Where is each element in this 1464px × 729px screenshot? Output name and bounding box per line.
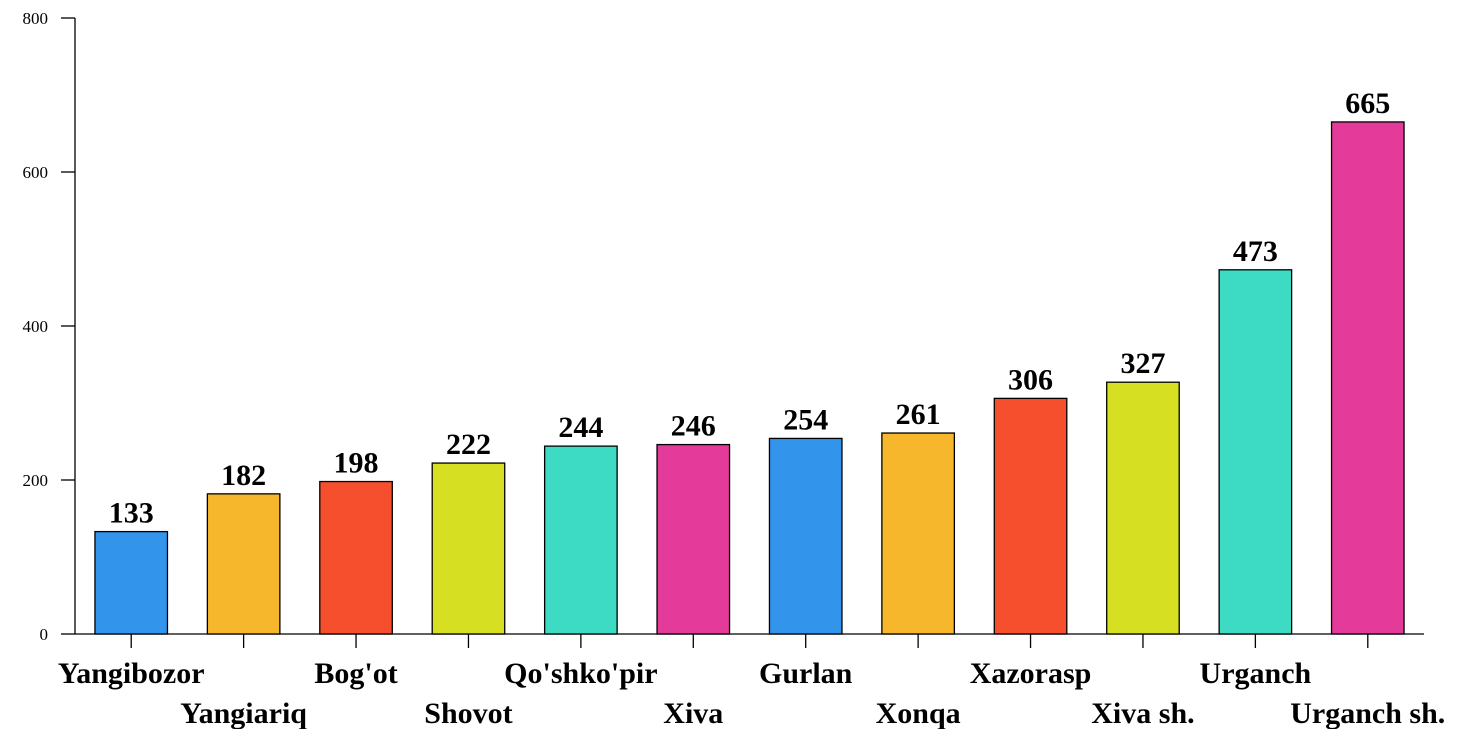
bar-value-label: 327 — [1120, 347, 1165, 380]
bar — [1218, 269, 1293, 635]
x-tick-label: Yangibozor — [58, 657, 205, 690]
bar — [543, 445, 618, 635]
x-tick-label: Shovot — [424, 697, 512, 729]
bar-value-label: 254 — [783, 403, 828, 436]
bar — [94, 530, 169, 635]
bar — [768, 437, 843, 635]
bar — [993, 397, 1068, 635]
bar — [1330, 121, 1405, 635]
x-tick-label: Urganch sh. — [1290, 697, 1445, 729]
x-tick-label: Xonqa — [876, 697, 961, 729]
bar — [319, 480, 393, 635]
x-tick-label: Xiva sh. — [1091, 697, 1194, 729]
bar-value-label: 182 — [221, 459, 266, 492]
bar-value-label: 222 — [446, 428, 491, 461]
bar-value-label: 473 — [1233, 235, 1278, 268]
bar — [1106, 381, 1180, 635]
bar-value-label: 246 — [671, 410, 716, 443]
bars: 133 182 198 222 244 246 254 261 306 327 473 665 — [94, 87, 1405, 635]
y-tick-label: 600 — [23, 163, 49, 182]
bar-value-label: 133 — [109, 497, 154, 530]
y-tick-label: 800 — [23, 9, 49, 28]
y-tick-label: 400 — [23, 317, 49, 336]
x-tick-label: Gurlan — [759, 657, 853, 690]
x-tick-label: Bog'ot — [314, 657, 397, 690]
bar — [206, 493, 281, 635]
x-tick-label: Xiva — [663, 697, 723, 729]
bar-value-label: 306 — [1008, 363, 1053, 396]
bar-value-label: 244 — [558, 411, 603, 444]
bar — [881, 432, 956, 635]
y-axis: 0 200 400 600 800 — [23, 9, 76, 644]
x-tick-label: Qo'shko'pir — [504, 657, 657, 690]
y-tick-label: 0 — [40, 625, 49, 644]
bar-value-label: 665 — [1345, 87, 1390, 120]
bar-value-label: 198 — [334, 447, 379, 480]
x-tick-label: Xazorasp — [970, 657, 1092, 690]
bar — [656, 443, 731, 635]
x-tick-label: Yangiariq — [180, 697, 307, 729]
bar — [431, 462, 506, 635]
bar-value-label: 261 — [896, 398, 941, 431]
y-tick-label: 200 — [23, 471, 49, 490]
x-tick-label: Urganch — [1200, 657, 1312, 690]
